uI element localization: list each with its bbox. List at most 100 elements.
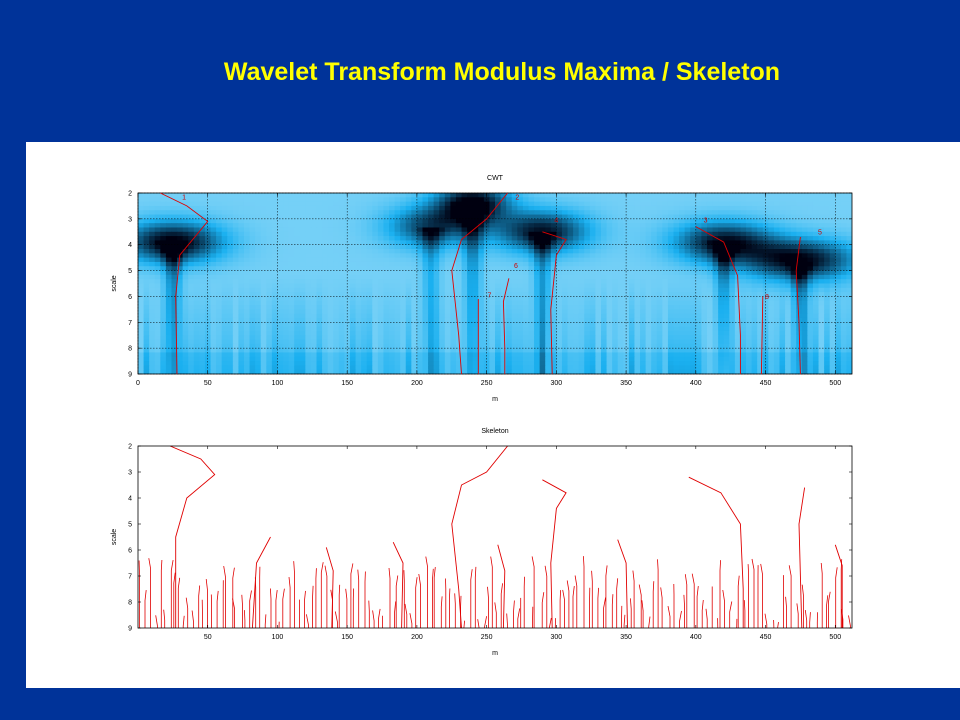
cwt-cell [411,236,418,242]
cwt-cell [640,352,647,358]
cwt-cell [266,296,273,302]
cwt-cell [422,352,429,358]
cwt-cell [656,201,663,207]
cwt-cell [846,287,852,293]
cwt-cell [422,330,429,336]
cwt-cell [383,253,390,259]
cwt-cell [640,343,647,349]
cwt-cell [573,205,580,211]
cwt-cell [723,244,730,250]
cwt-cell [322,279,329,285]
cwt-cell [500,356,507,362]
cwt-cell [171,317,178,323]
cwt-cell [400,348,407,354]
cwt-cell [835,249,842,254]
cwt-cell [149,193,156,198]
cwt-cell [260,270,267,276]
cwt-cell [757,313,764,319]
cwt-cell [662,330,669,336]
cwt-cell [349,244,357,250]
cwt-cell [344,287,351,293]
cwt-cell [550,201,557,207]
cwt-cell [595,309,602,315]
cwt-cell [266,214,273,220]
cwt-cell [734,210,742,216]
cwt-cell [718,236,725,242]
cwt-cell [506,274,513,280]
cwt-cell [478,197,485,203]
cwt-cell [673,348,680,354]
cwt-cell [389,352,396,358]
cwt-cell [288,313,295,319]
cwt-cell [628,197,636,203]
cwt-cell [511,305,518,310]
cwt-cell [383,214,390,220]
cwt-cell [149,210,156,216]
cwt-cell [283,236,290,242]
cwt-cell [416,305,424,310]
cwt-cell [612,205,619,211]
cwt-cell [338,292,345,298]
cwt-cell [227,343,234,349]
cwt-cell [751,205,758,211]
cwt-cell [416,296,424,302]
cwt-cell [333,335,340,341]
cwt-cell [288,343,295,349]
cwt-cell [718,300,725,306]
cwt-cell [444,348,451,354]
cwt-cell [210,240,217,246]
cwt-cell [389,231,396,237]
cwt-cell [227,249,234,254]
cwt-cell [695,300,702,306]
cwt-cell [204,197,212,203]
cwt-cell [550,197,557,203]
cwt-cell [606,210,613,216]
cwt-cell [684,249,691,254]
cwt-cell [790,352,797,358]
cwt-cell [266,210,273,216]
cwt-cell [405,223,412,229]
cwt-cell [522,218,530,224]
cwt-cell [807,270,814,276]
cwt-cell [846,326,852,332]
cwt-cell [433,240,440,246]
cwt-cell [550,227,557,233]
cwt-cell [433,287,440,293]
cwt-cell [188,339,195,345]
cwt-cell [455,330,463,336]
cwt-cell [400,261,407,267]
cwt-cell [812,231,820,237]
cwt-cell [344,231,351,237]
cwt-cell [840,352,848,358]
cwt-cell [467,279,474,285]
cwt-cell [405,296,412,302]
cwt-cell [640,257,647,263]
cwt-cell [545,231,552,237]
cwt-cell [617,240,624,246]
cwt-cell [511,223,518,229]
cwt-cell [539,244,546,250]
cwt-cell [734,201,742,207]
cwt-cell [199,326,206,332]
cwt-cell [472,270,479,276]
cwt-cell [701,218,708,224]
cwt-cell [545,266,552,272]
cwt-cell [299,231,306,237]
cwt-cell [188,210,195,216]
cwt-cell [550,305,557,310]
cwt-cell [266,218,273,224]
cwt-cell [249,300,256,306]
cwt-cell [673,193,680,198]
cwt-cell [433,257,440,263]
cwt-cell [461,240,468,246]
cwt-cell [606,205,613,211]
cwt-cell [779,205,786,211]
cwt-cell [835,287,842,293]
cwt-cell [539,253,546,259]
cwt-cell [383,197,390,203]
cwt-cell [567,240,574,246]
cwt-cell [695,279,702,285]
cwt-cell [389,317,396,323]
cwt-cell [160,231,167,237]
cwt-cell [383,343,390,349]
